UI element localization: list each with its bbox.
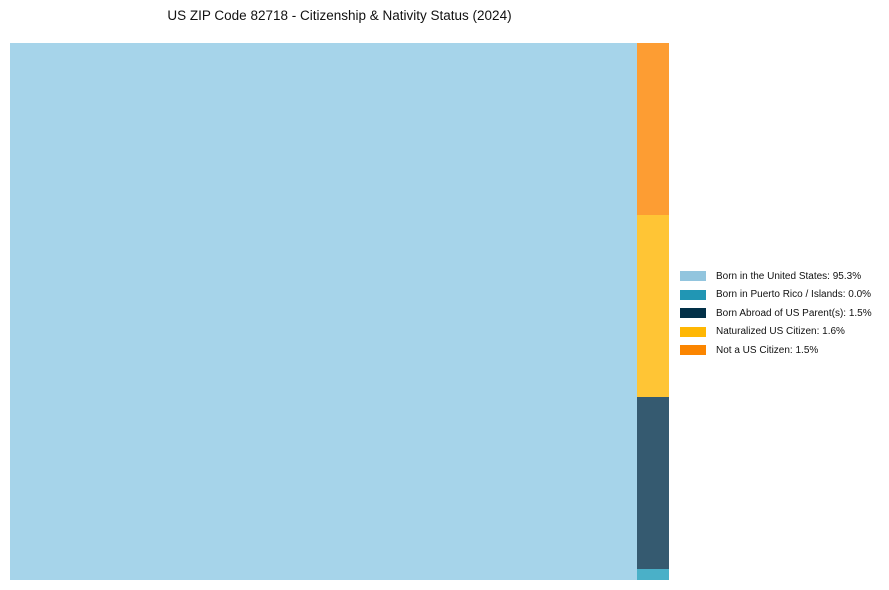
legend-item: Not a US Citizen: 1.5% xyxy=(680,341,872,360)
legend-item: Born in the United States: 95.3% xyxy=(680,267,872,286)
treemap-tile-born-in-the-united-states xyxy=(10,43,637,580)
treemap-tile-born-in-puerto-rico-islands xyxy=(637,569,669,580)
treemap-tile-born-abroad-of-us-parent-s xyxy=(637,397,669,569)
legend-label: Born in Puerto Rico / Islands: 0.0% xyxy=(716,289,872,301)
legend-swatch xyxy=(680,326,706,337)
legend-item: Born in Puerto Rico / Islands: 0.0% xyxy=(680,286,872,305)
legend-item: Born Abroad of US Parent(s): 1.5% xyxy=(680,304,872,323)
treemap-plot xyxy=(10,43,669,580)
legend-swatch xyxy=(680,345,706,356)
legend-swatch xyxy=(680,289,706,300)
legend-swatch xyxy=(680,308,706,319)
legend-label: Not a US Citizen: 1.5% xyxy=(716,344,819,356)
legend-item: Naturalized US Citizen: 1.6% xyxy=(680,323,872,342)
treemap-tile-not-a-us-citizen xyxy=(637,43,669,215)
treemap-tile-naturalized-us-citizen xyxy=(637,215,669,397)
legend-swatch xyxy=(680,271,706,282)
legend-label: Born Abroad of US Parent(s): 1.5% xyxy=(716,307,872,319)
legend: Born in the United States: 95.3% Born in … xyxy=(680,267,872,360)
legend-label: Born in the United States: 95.3% xyxy=(716,270,862,282)
chart-title: US ZIP Code 82718 - Citizenship & Nativi… xyxy=(167,8,512,23)
legend-label: Naturalized US Citizen: 1.6% xyxy=(716,326,845,338)
